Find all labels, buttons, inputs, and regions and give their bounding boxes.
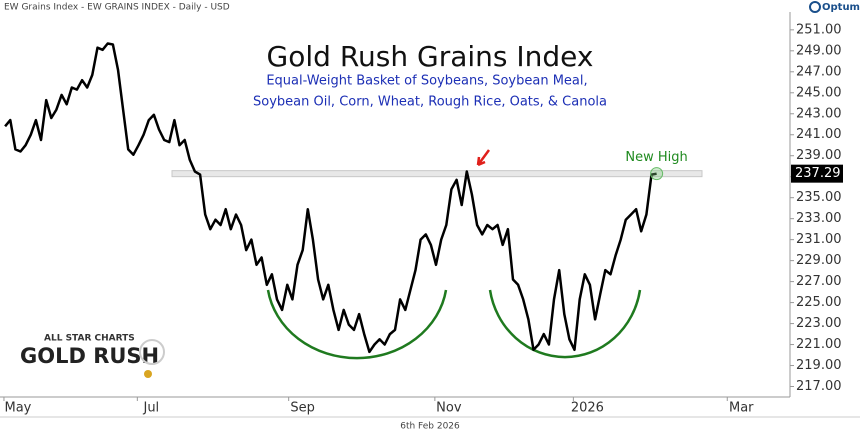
logo-bottom: GOLD RUSH bbox=[20, 344, 159, 368]
y-tick-label: 239.00 bbox=[796, 148, 842, 163]
logo-nugget bbox=[144, 370, 152, 378]
x-tick-label: Jul bbox=[142, 401, 159, 416]
y-tick-label: 249.00 bbox=[796, 43, 842, 58]
base-arc bbox=[488, 289, 642, 359]
last-value-label: 237.29 bbox=[795, 166, 841, 181]
y-tick-label: 219.00 bbox=[796, 358, 842, 373]
subtitle: Equal-Weight Basket of Soybeans, Soybean… bbox=[266, 74, 587, 89]
y-tick-label: 251.00 bbox=[796, 22, 842, 37]
subtitle: Soybean Oil, Corn, Wheat, Rough Rice, Oa… bbox=[253, 95, 607, 110]
brand-icon bbox=[809, 1, 821, 13]
y-tick-label: 235.00 bbox=[796, 190, 842, 205]
logo-top: ALL STAR CHARTS bbox=[44, 334, 135, 344]
price-line bbox=[4, 42, 657, 354]
x-tick-label: 2026 bbox=[571, 401, 604, 416]
y-tick-label: 247.00 bbox=[796, 64, 842, 79]
x-tick-label: May bbox=[5, 401, 32, 416]
y-tick-label: 221.00 bbox=[796, 337, 842, 352]
x-tick-label: Mar bbox=[729, 401, 754, 416]
y-tick-label: 243.00 bbox=[796, 106, 842, 121]
y-tick-label: 225.00 bbox=[796, 295, 842, 310]
new-high-marker bbox=[650, 167, 664, 181]
y-tick-label: 227.00 bbox=[796, 274, 842, 289]
chart-title: Gold Rush Grains Index bbox=[267, 40, 594, 73]
y-tick-label: 229.00 bbox=[796, 253, 842, 268]
base-arc bbox=[266, 289, 448, 360]
x-tick-label: Nov bbox=[436, 401, 462, 416]
last-value-box bbox=[791, 164, 843, 183]
y-tick-label: 245.00 bbox=[796, 85, 842, 100]
header: EW Grains Index - EW GRAINS INDEX - Dail… bbox=[4, 3, 230, 13]
brand: Optuma bbox=[822, 2, 860, 13]
x-tick-label: Sep bbox=[290, 401, 315, 416]
logo-ring bbox=[139, 339, 165, 365]
y-tick-label: 241.00 bbox=[796, 127, 842, 142]
y-tick-label: 223.00 bbox=[796, 316, 842, 331]
resistance-band bbox=[171, 170, 703, 178]
annotation: New High bbox=[625, 150, 687, 165]
y-tick-label: 231.00 bbox=[796, 232, 842, 247]
y-tick-label: 217.00 bbox=[796, 379, 842, 394]
footer-date: 6th Feb 2026 bbox=[400, 422, 460, 432]
y-tick-label: 233.00 bbox=[796, 211, 842, 226]
arrow bbox=[476, 149, 491, 167]
